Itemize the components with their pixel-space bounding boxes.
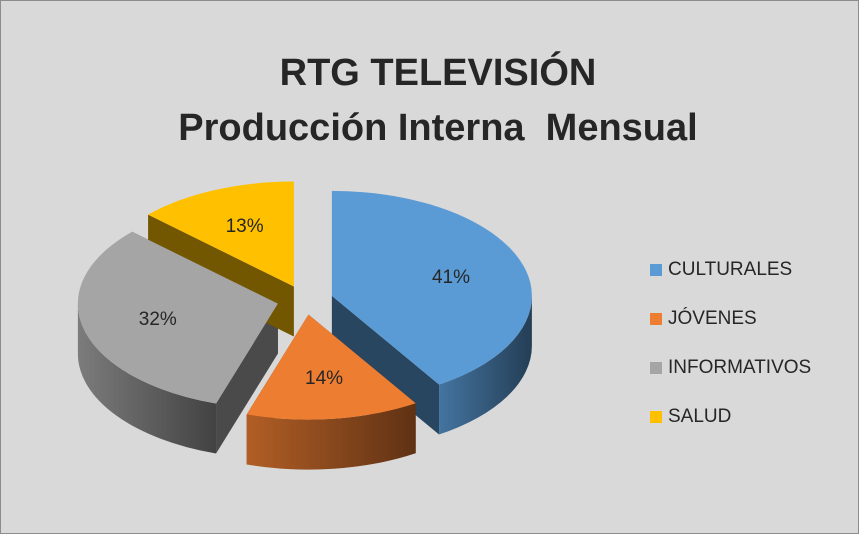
slice	[246, 314, 416, 420]
data-label: 41%	[432, 267, 470, 288]
data-label: 14%	[305, 368, 343, 389]
legend-label: SALUD	[668, 406, 731, 427]
slice-side	[439, 295, 532, 435]
legend-swatch	[650, 362, 662, 374]
legend-label: CULTURALES	[668, 259, 792, 280]
slice	[148, 181, 294, 287]
data-label: 13%	[226, 216, 264, 237]
chart-title: RTG TELEVISIÓN	[280, 50, 597, 94]
legend-swatch	[650, 313, 662, 325]
slice	[331, 190, 532, 385]
legend-swatch	[650, 264, 662, 276]
slice-side	[331, 295, 440, 435]
slice-side	[77, 303, 217, 454]
slice	[77, 231, 278, 404]
chart-title: Producción Interna Mensual	[178, 107, 697, 149]
legend-label: JÓVENES	[668, 307, 757, 329]
slice-tops	[77, 181, 532, 420]
legend-swatch	[650, 411, 662, 423]
slice-side	[246, 403, 416, 470]
data-label: 32%	[139, 309, 177, 330]
legend-label: INFORMATIVOS	[668, 357, 811, 378]
slice-labels: 41% 14% 32% 13%	[139, 216, 470, 389]
